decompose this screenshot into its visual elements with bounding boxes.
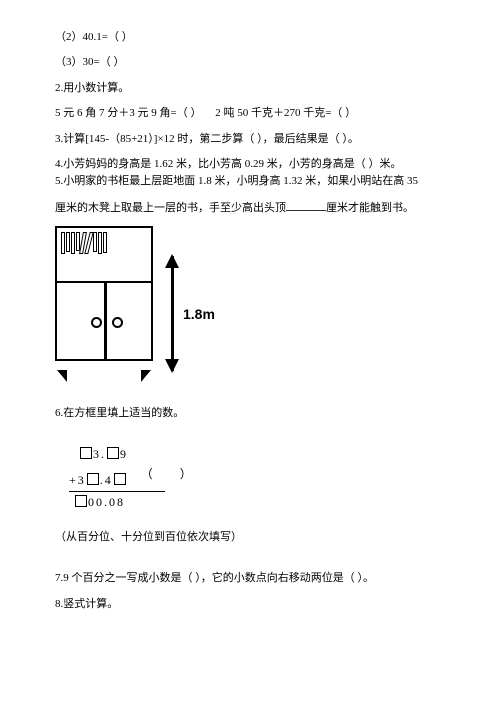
- q3: 3.计算[145-（85+21）]×12 时，第二步算（ ），最后结果是（ ）。: [55, 132, 445, 147]
- paren: （ ）: [141, 465, 194, 484]
- q1-2: （2）40.1=（ ）: [55, 30, 445, 45]
- txt: 3.: [93, 447, 106, 461]
- q2-b: 2 吨 50 千克＋270 千克=（ ）: [215, 107, 356, 119]
- dimension-label: 1.8m: [183, 306, 215, 322]
- shelf-divider: [104, 283, 107, 359]
- box-blank: [114, 473, 126, 485]
- q2-a: 5 元 6 角 7 分＋3 元 9 角=（ ）: [55, 107, 201, 119]
- bookshelf: [55, 226, 153, 370]
- leg-left: [57, 370, 67, 382]
- box-blank: [80, 447, 92, 459]
- column-addition: 3.9 +3.4（ ） 00.08: [69, 445, 445, 512]
- txt: +3: [69, 473, 86, 487]
- q2-items: 5 元 6 角 7 分＋3 元 9 角=（ ） 2 吨 50 千克＋270 千克…: [55, 106, 445, 121]
- bookshelf-diagram: 1.8m: [55, 226, 215, 386]
- books-icon: [61, 232, 111, 254]
- shelf-lower: [55, 281, 153, 361]
- q5-line1: 5.小明家的书柜最上层距地面 1.8 米，小明身高 1.32 米，如果小明站在高…: [55, 174, 445, 189]
- txt: 9: [120, 447, 128, 461]
- shelf-upper: [55, 226, 153, 284]
- dimension-arrow: 1.8m: [165, 256, 215, 371]
- knob-left: [91, 317, 102, 328]
- txt: .4: [100, 473, 113, 487]
- q6-note: （从百分位、十分位到百位依次填写）: [55, 530, 445, 545]
- sum-rule: [69, 491, 165, 492]
- q1-3: （3）30=（ ）: [55, 55, 445, 70]
- box-blank: [87, 473, 99, 485]
- q7: 7.9 个百分之一写成小数是（ ），它的小数点向右移动两位是（ ）。: [55, 571, 445, 586]
- leg-right: [141, 370, 151, 382]
- box-blank: [75, 495, 87, 507]
- q5b-post: 厘米才能触到书。: [326, 202, 414, 214]
- q4: 4.小芳妈妈的身高是 1.62 米，比小芳高 0.29 米，小芳的身高是（ ）米…: [55, 157, 445, 172]
- q5b-pre: 厘米的木凳上取最上一层的书，手至少高出头顶: [55, 202, 286, 214]
- txt: 00.08: [88, 495, 125, 509]
- arrow-down-icon: [165, 359, 179, 373]
- addend-1: 3.9: [69, 445, 445, 464]
- q6: 6.在方框里填上适当的数。: [55, 406, 445, 421]
- arrow-up-icon: [165, 254, 179, 268]
- addend-2: +3 .4 （ ）: [69, 465, 445, 490]
- box-blank: [107, 447, 119, 459]
- q8: 8.竖式计算。: [55, 597, 445, 612]
- sum-row: 00.08: [69, 493, 445, 512]
- knob-right: [112, 317, 123, 328]
- q5-line2: 厘米的木凳上取最上一层的书，手至少高出头顶 厘米才能触到书。: [55, 200, 445, 216]
- q2-title: 2.用小数计算。: [55, 81, 445, 96]
- blank-fill: [286, 200, 326, 211]
